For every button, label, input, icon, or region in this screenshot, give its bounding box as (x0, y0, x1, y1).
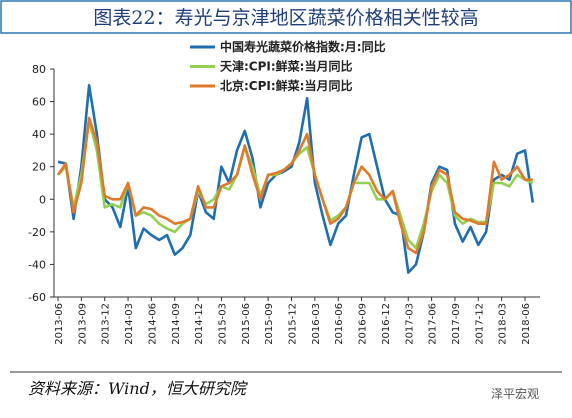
y-tick-label: 0 (39, 193, 46, 206)
title-box (0, 0, 572, 34)
y-tick-label: -60 (28, 291, 46, 304)
y-tick-label: 60 (32, 96, 46, 109)
legend-label: 中国寿光蔬菜价格指数:月:同比 (220, 39, 386, 54)
legend-label: 天津:CPI:鲜菜:当月同比 (220, 59, 352, 74)
x-tick-label: 2017-03 (404, 303, 415, 345)
x-tick-label: 2017-09 (451, 303, 462, 345)
x-tick-label: 2014-06 (147, 303, 158, 345)
series-line (56, 116, 533, 255)
y-tick-label: -20 (28, 226, 46, 239)
legend-label: 北京:CPI:鲜菜:当月同比 (220, 78, 352, 93)
x-tick-label: 2014-09 (171, 303, 182, 345)
x-tick-label: 2016-12 (381, 303, 392, 345)
x-tick-label: 2016-06 (334, 303, 345, 345)
x-tick-label: 2015-09 (264, 303, 275, 345)
x-tick-label: 2014-12 (194, 303, 205, 345)
x-tick-label: 2017-12 (474, 303, 485, 345)
y-tick-label: 40 (32, 128, 46, 141)
x-tick-label: 2017-06 (428, 303, 439, 345)
x-tick-label: 2018-03 (498, 303, 509, 345)
y-tick-label: 20 (32, 161, 46, 174)
x-tick-label: 2015-03 (217, 303, 228, 345)
x-tick-label: 2014-03 (124, 303, 135, 345)
source: 资料来源：Wind，恒大研究院 (28, 379, 249, 398)
x-tick-label: 2013-12 (101, 303, 112, 345)
x-tick-label: 2015-06 (241, 303, 252, 345)
y-tick-label: 80 (32, 63, 46, 76)
x-tick-label: 2013-06 (54, 303, 65, 345)
series-line (57, 84, 535, 274)
watermark: 泽平宏观 (491, 386, 539, 401)
x-tick-label: 2018-06 (521, 303, 532, 345)
x-tick-label: 2016-09 (358, 303, 369, 345)
x-tick-label: 2013-09 (77, 303, 88, 345)
x-tick-label: 2016-03 (311, 303, 322, 345)
chart-title: 图表22：寿光与京津地区蔬菜价格相关性较高 (93, 7, 478, 29)
y-tick-label: -40 (28, 258, 46, 271)
x-tick-label: 2015-12 (288, 303, 299, 345)
